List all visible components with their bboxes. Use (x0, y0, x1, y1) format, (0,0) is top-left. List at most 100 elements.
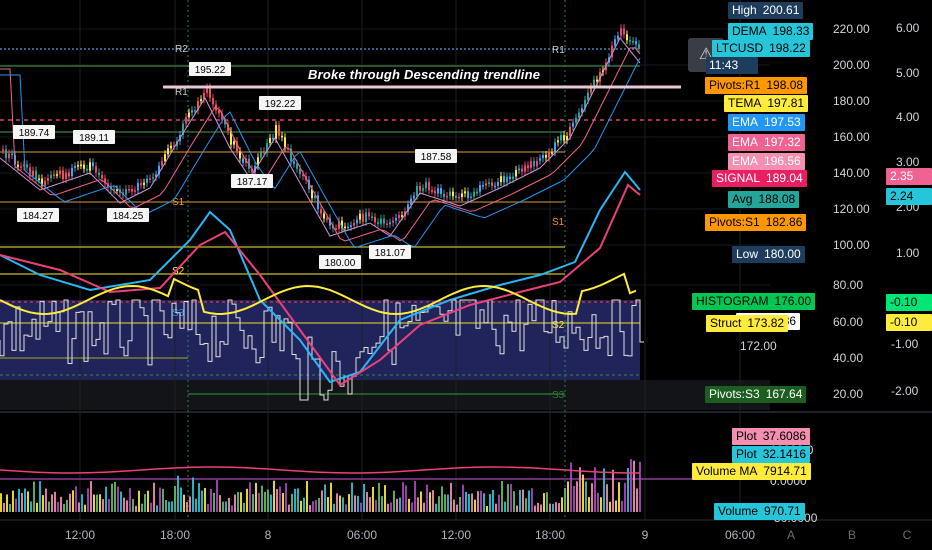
price-tick: 160.00 (833, 130, 870, 144)
volume-bar (159, 487, 161, 512)
volume-bar (417, 497, 419, 512)
candle-body (194, 110, 196, 112)
candle-body (401, 215, 403, 217)
price-tag-name: Avg (732, 192, 753, 206)
volume-bar (411, 502, 413, 512)
candle-body (11, 153, 13, 156)
volume-bar (54, 491, 56, 512)
volume-bar (36, 502, 38, 512)
volume-bar (534, 505, 536, 512)
price-tag-value: 198.33 (772, 24, 810, 38)
volume-bar (597, 492, 599, 512)
swing-label-box (13, 125, 55, 139)
volume-bar (183, 494, 185, 512)
trendline-annotation: Broke through Descending trendline (308, 67, 541, 82)
volume-bar (162, 488, 164, 512)
price-tag-value: 197.32 (764, 135, 801, 149)
volume-bar (0, 493, 2, 512)
volume-bar (129, 488, 131, 512)
price-tag-name: Low (736, 247, 759, 261)
price-tag-name: Plot (736, 429, 757, 443)
volume-bar (390, 502, 392, 512)
volume-bar (225, 501, 227, 512)
candle-body (572, 122, 574, 127)
volume-bar (63, 503, 65, 512)
volume-bar (324, 484, 326, 512)
price-tag-value: 182.86 (765, 215, 803, 229)
volume-bar (630, 459, 632, 512)
candle-body (206, 87, 208, 94)
candle-body (68, 172, 70, 177)
ema-long-line (0, 57, 641, 249)
candle-body (17, 164, 19, 167)
macd-line (0, 170, 641, 384)
candle-body (500, 176, 502, 182)
price-tag-value: 188.08 (758, 192, 796, 206)
candle-body (578, 112, 580, 118)
candle-body (638, 44, 640, 49)
volume-bar (99, 494, 101, 512)
volume-bar (510, 483, 512, 512)
volume-bar (258, 493, 260, 512)
swing-label-box (73, 130, 115, 144)
candle-body (80, 164, 82, 167)
candle-body (569, 126, 571, 137)
candle-body (392, 220, 394, 223)
candle-body (347, 226, 349, 229)
candle-body (593, 79, 595, 87)
volume-bar (153, 482, 155, 512)
candle-body (209, 87, 211, 98)
candle-body (635, 41, 637, 45)
price-tag: SIGNAL 189.04 (712, 170, 807, 187)
candle-body (335, 228, 337, 230)
price-tag-value: 200.61 (762, 3, 800, 17)
candle-body (521, 168, 523, 172)
candle-body (197, 100, 199, 111)
swing-label: 181.07 (375, 248, 406, 259)
volume-bar (537, 502, 539, 512)
price-tag-value: 196.56 (764, 154, 801, 168)
price-tag: HISTOGRAM 176.00 (692, 293, 816, 310)
volume-bar (177, 475, 179, 512)
candle-body (506, 176, 508, 183)
level-label-2: R1 (552, 45, 565, 56)
volume-bar (387, 503, 389, 512)
candle-body (182, 123, 184, 135)
candle-body (548, 152, 550, 158)
volume-bar (558, 503, 560, 512)
macd-tick: -2.00 (891, 384, 919, 398)
volume-bar (66, 499, 68, 512)
candle-body (32, 170, 34, 177)
volume-bar (498, 494, 500, 512)
volume-bar (480, 490, 482, 512)
swing-label: 189.11 (79, 133, 109, 144)
price-tag-value: 198.22 (769, 41, 806, 55)
volume-bar (150, 502, 152, 512)
volume-bar (432, 490, 434, 512)
volume-bar (450, 482, 452, 512)
candle-body (275, 125, 277, 139)
time-tick: 12:00 (64, 528, 96, 542)
candle-body (581, 108, 583, 113)
time-tick: 18:00 (534, 528, 566, 542)
candle-body (485, 183, 487, 186)
price-tick: 40.00 (833, 351, 864, 365)
candle-body (56, 174, 58, 176)
volume-bar (405, 485, 407, 512)
macd-value-tag: 2.24 (886, 188, 932, 205)
candle-body (98, 172, 100, 175)
candle-body (53, 174, 55, 176)
price-tag: EMA 197.53 (728, 114, 805, 131)
price-tag-name: SIGNAL (716, 171, 761, 185)
candle-body (317, 195, 319, 210)
candle-body (470, 196, 472, 199)
swing-labels: 195.22 189.74 189.11 192.22 184.27 184.25 187.… (13, 62, 457, 269)
candle-body (428, 181, 430, 191)
volume-bar (9, 503, 11, 512)
swing-label: 184.25 (113, 211, 144, 222)
price-tag-name: LTCUSD (716, 41, 764, 55)
volume-bar (378, 482, 380, 512)
struct-line (0, 272, 637, 316)
swing-label-box (17, 208, 59, 222)
